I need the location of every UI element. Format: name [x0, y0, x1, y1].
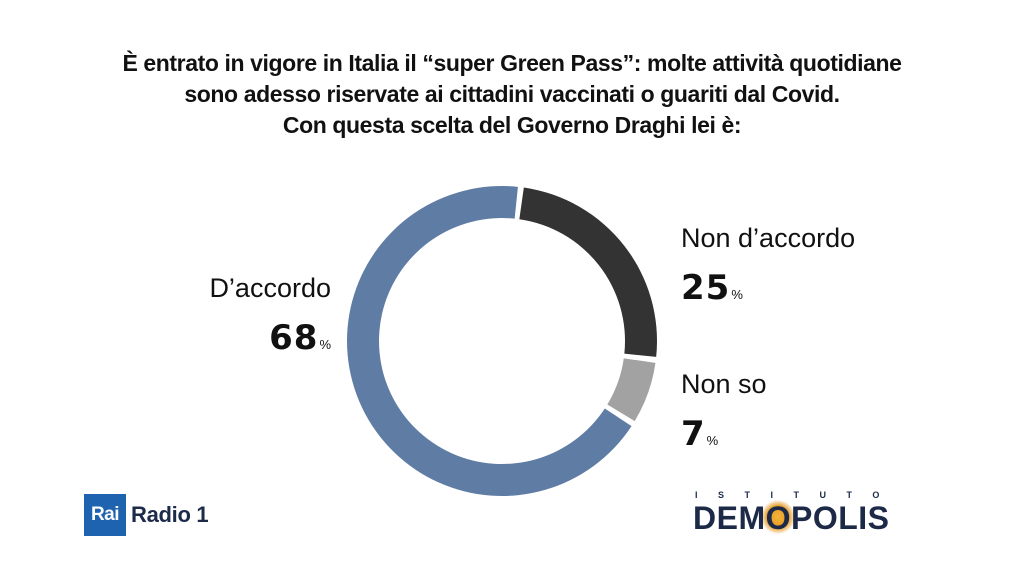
demopolis-wordmark-pre: DEM	[693, 500, 766, 536]
radio1-text: Radio 1	[131, 502, 209, 527]
label-disagree-value: 25	[681, 268, 731, 308]
demopolis-logo: ISTITUTO DEMOPOLIS	[693, 490, 943, 536]
label-dunno-unit: %	[706, 433, 719, 448]
title-line-3: Con questa scelta del Governo Draghi lei…	[282, 112, 742, 138]
label-dunno: Non so 7%	[681, 368, 767, 454]
label-dunno-value: 7	[681, 414, 706, 454]
demopolis-sun-o: O	[760, 500, 796, 536]
demopolis-istituto-text: ISTITUTO	[695, 490, 900, 500]
rai-radio1-logo: Rai Radio 1	[84, 494, 209, 536]
label-dunno-name: Non so	[681, 369, 767, 399]
demopolis-wordmark: DEMOPOLIS	[693, 500, 943, 536]
slice-dunno	[607, 358, 656, 422]
rai-logo-box: Rai	[84, 494, 126, 536]
label-agree-unit: %	[319, 337, 331, 352]
label-agree: D’accordo 68%	[209, 272, 331, 358]
label-disagree-name: Non d’accordo	[681, 223, 856, 253]
demopolis-wordmark-post: POLIS	[791, 500, 890, 536]
label-disagree: Non d’accordo 25%	[681, 222, 855, 308]
chart-title: È entrato in vigore in Italia il “super …	[0, 48, 1024, 141]
title-line-2: sono adesso riservate ai cittadini vacci…	[184, 81, 840, 107]
slice-disagree	[519, 187, 657, 357]
label-agree-name: D’accordo	[209, 273, 331, 303]
label-agree-value: 68	[269, 318, 319, 358]
title-line-1: È entrato in vigore in Italia il “super …	[122, 50, 902, 76]
label-disagree-unit: %	[731, 287, 743, 302]
